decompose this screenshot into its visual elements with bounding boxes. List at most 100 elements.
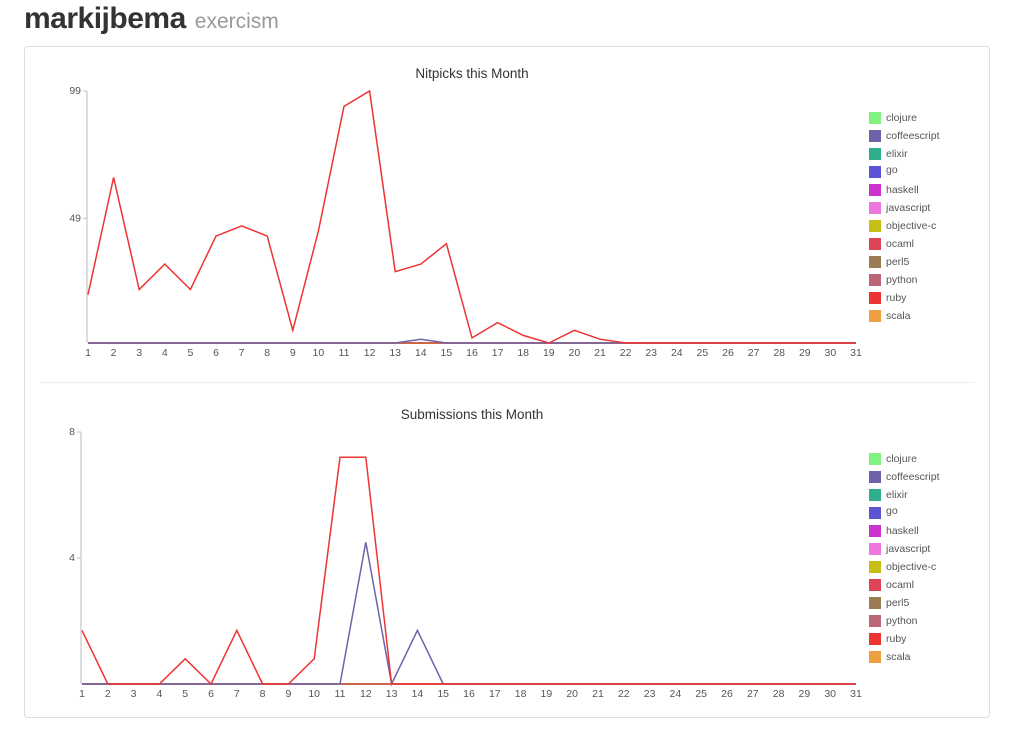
x-tick-label: 14: [415, 347, 427, 359]
legend-item-python[interactable]: python: [869, 274, 918, 286]
x-tick-label: 11: [339, 347, 350, 359]
x-tick-label: 25: [697, 347, 709, 359]
legend-swatch: [869, 310, 881, 322]
x-tick-label: 22: [620, 347, 632, 359]
legend-swatch: [869, 274, 881, 286]
legend-item-javascript[interactable]: javascript: [869, 543, 930, 555]
legend-item-ocaml[interactable]: ocaml: [869, 579, 914, 591]
legend-label: javascript: [885, 543, 930, 555]
username[interactable]: markijbema: [24, 2, 186, 35]
legend-item-coffeescript[interactable]: coffeescript: [869, 471, 940, 483]
x-tick-label: 5: [187, 347, 193, 359]
legend-swatch: [869, 615, 881, 627]
legend-item-scala[interactable]: scala: [869, 310, 911, 322]
x-tick-label: 27: [747, 688, 759, 700]
series-line-ruby: [81, 456, 856, 686]
x-tick-label: 13: [389, 347, 401, 359]
legend-swatch: [869, 148, 881, 160]
legend-swatch: [869, 202, 881, 214]
legend-item-objective-c[interactable]: objective-c: [869, 561, 936, 573]
x-tick-label: 2: [105, 688, 111, 700]
legend-label: perl5: [886, 597, 910, 609]
x-tick-label: 26: [721, 688, 733, 700]
x-tick-label: 25: [695, 688, 707, 700]
legend-swatch: [869, 561, 881, 573]
legend-item-go[interactable]: go: [869, 505, 898, 519]
x-tick-label: 7: [234, 688, 240, 700]
legend-swatch: [869, 238, 881, 250]
x-tick-label: 6: [208, 688, 214, 700]
x-tick-label: 11: [335, 688, 346, 700]
x-tick-label: 21: [594, 347, 606, 359]
legend-item-go[interactable]: go: [869, 164, 898, 178]
y-tick-label: 8: [69, 426, 75, 438]
x-tick-label: 17: [492, 347, 504, 359]
legend-label: objective-c: [886, 220, 936, 232]
legend-item-python[interactable]: python: [869, 615, 918, 627]
legend-label: coffeescript: [886, 130, 940, 142]
legend-swatch: [869, 543, 881, 555]
legend-label: clojure: [886, 112, 917, 124]
legend-item-ocaml[interactable]: ocaml: [869, 238, 914, 250]
legend-label: elixir: [886, 489, 908, 501]
legend-item-haskell[interactable]: haskell: [869, 525, 919, 537]
legend-item-clojure[interactable]: clojure: [869, 112, 917, 124]
x-tick-label: 29: [799, 347, 811, 359]
legend-label: perl5: [886, 256, 910, 268]
x-tick-label: 10: [308, 688, 320, 700]
x-tick-label: 23: [644, 688, 656, 700]
x-tick-label: 16: [463, 688, 475, 700]
panel-divider: [40, 382, 975, 383]
legend-item-elixir[interactable]: elixir: [869, 489, 908, 501]
legend-swatch: [869, 220, 881, 232]
legend-swatch: [869, 633, 881, 645]
x-tick-label: 24: [670, 688, 682, 700]
x-tick-label: 3: [131, 688, 137, 700]
legend-label: go: [886, 505, 898, 517]
legend-swatch: [869, 651, 881, 663]
legend-item-objective-c[interactable]: objective-c: [869, 220, 936, 232]
x-tick-label: 6: [213, 347, 219, 359]
legend-item-perl5[interactable]: perl5: [869, 256, 910, 268]
legend-label: ocaml: [886, 238, 914, 250]
x-tick-label: 28: [773, 347, 785, 359]
x-tick-label: 9: [285, 688, 291, 700]
legend-label: ruby: [886, 633, 907, 645]
legend-label: coffeescript: [886, 471, 940, 483]
legend-label: ruby: [886, 292, 907, 304]
legend-item-ruby[interactable]: ruby: [869, 292, 907, 304]
legend-label: go: [886, 164, 898, 176]
x-tick-label: 1: [85, 347, 91, 359]
x-tick-label: 29: [799, 688, 811, 700]
x-tick-label: 1: [79, 688, 85, 700]
legend-swatch: [869, 130, 881, 142]
legend-label: objective-c: [886, 561, 936, 573]
legend-item-elixir[interactable]: elixir: [869, 148, 908, 160]
legend-swatch: [869, 184, 881, 196]
x-tick-label: 24: [671, 347, 683, 359]
legend-item-haskell[interactable]: haskell: [869, 184, 919, 196]
x-tick-label: 3: [136, 347, 142, 359]
legend-label: scala: [886, 651, 911, 663]
x-tick-label: 12: [360, 688, 372, 700]
legend-swatch: [869, 579, 881, 591]
header-subtitle: exercism: [194, 10, 279, 33]
x-tick-label: 19: [543, 347, 555, 359]
legend-item-scala[interactable]: scala: [869, 651, 911, 663]
legend-swatch: [869, 453, 881, 465]
chart-title: Nitpicks this Month: [415, 66, 528, 81]
legend-label: ocaml: [886, 579, 914, 591]
legend-item-clojure[interactable]: clojure: [869, 453, 917, 465]
legend-item-coffeescript[interactable]: coffeescript: [869, 130, 940, 142]
x-tick-label: 21: [592, 688, 604, 700]
legend-label: clojure: [886, 453, 917, 465]
legend-item-ruby[interactable]: ruby: [869, 633, 907, 645]
x-tick-label: 8: [260, 688, 266, 700]
legend-item-javascript[interactable]: javascript: [869, 202, 930, 214]
x-tick-label: 5: [182, 688, 188, 700]
legend-swatch: [869, 112, 881, 124]
legend-swatch: [869, 471, 881, 483]
legend-item-perl5[interactable]: perl5: [869, 597, 910, 609]
x-tick-label: 2: [111, 347, 117, 359]
x-tick-label: 20: [566, 688, 578, 700]
